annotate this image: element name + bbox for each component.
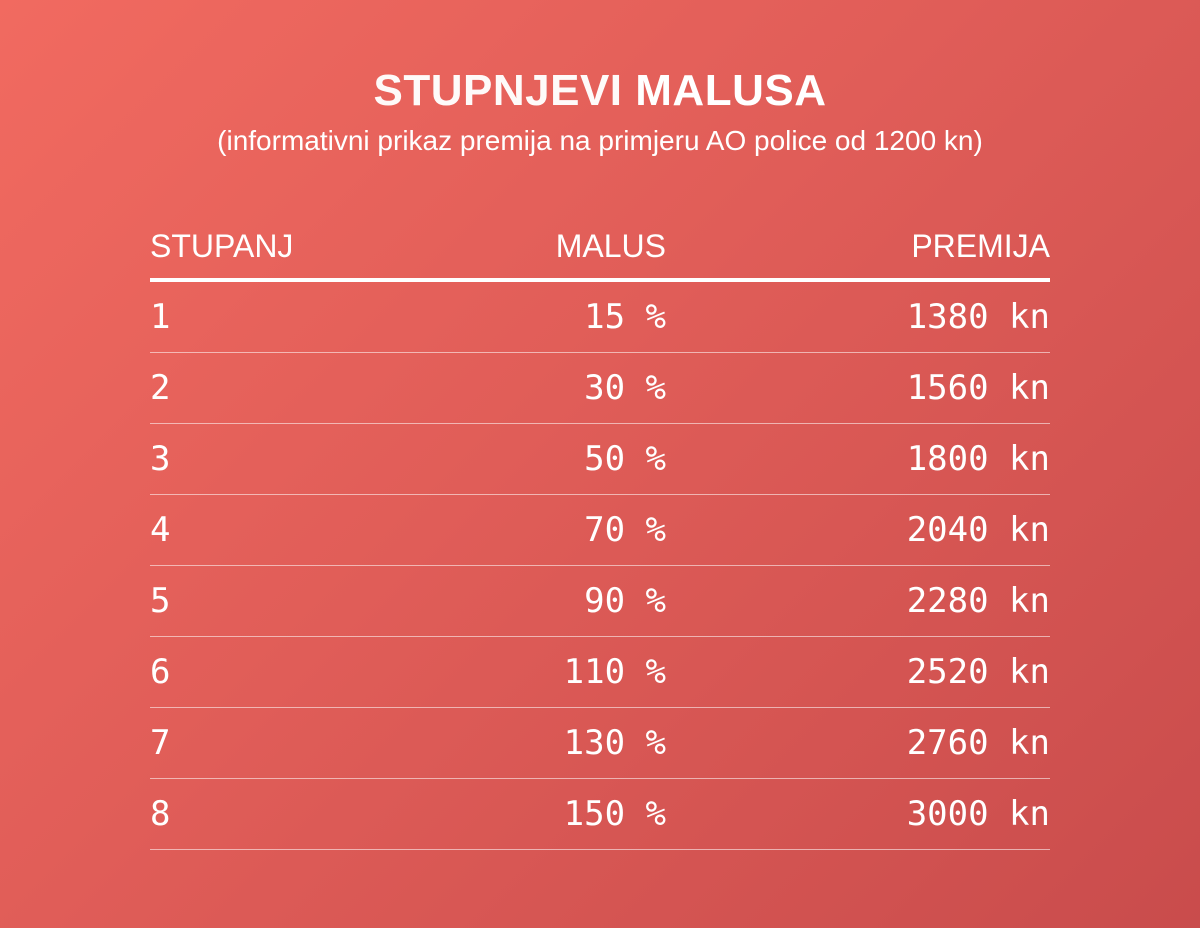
column-header-premija: PREMIJA (911, 227, 1050, 264)
cell-malus: 15 % (584, 297, 666, 337)
cell-premija: 2520 kn (906, 652, 1050, 692)
cell-stupanj: 6 (150, 652, 171, 692)
cell-malus: 70 % (584, 510, 666, 550)
table-header: STUPANJ MALUS PREMIJA (150, 214, 1050, 282)
cell-malus: 90 % (584, 581, 666, 621)
table-row: 2 30 % 1560 kn (150, 353, 1050, 424)
cell-premija: 1800 kn (906, 439, 1050, 479)
cell-stupanj: 8 (150, 794, 171, 834)
cell-stupanj: 1 (150, 297, 171, 337)
cell-stupanj: 7 (150, 723, 171, 763)
cell-premija: 2280 kn (906, 581, 1050, 621)
cell-stupanj: 4 (150, 510, 171, 550)
cell-malus: 150 % (563, 794, 666, 834)
cell-premija: 2760 kn (906, 723, 1050, 763)
title-part-1: STUPNJEVI (373, 66, 623, 115)
title-part-2: MALUSA (635, 66, 827, 115)
cell-stupanj: 2 (150, 368, 171, 408)
cell-premija: 1560 kn (906, 368, 1050, 408)
cell-premija: 3000 kn (906, 794, 1050, 834)
table-row: 5 90 % 2280 kn (150, 566, 1050, 637)
table-row: 6 110 % 2520 kn (150, 637, 1050, 708)
column-header-stupanj: STUPANJ (150, 227, 294, 264)
malus-table: STUPANJ MALUS PREMIJA 1 15 % 1380 kn 2 3… (150, 214, 1050, 850)
cell-malus: 110 % (563, 652, 666, 692)
table-row: 4 70 % 2040 kn (150, 495, 1050, 566)
page-subtitle: (informativni prikaz premija na primjeru… (217, 125, 983, 156)
table-row: 1 15 % 1380 kn (150, 282, 1050, 353)
cell-premija: 2040 kn (906, 510, 1050, 550)
table-row: 7 130 % 2760 kn (150, 708, 1050, 779)
cell-stupanj: 3 (150, 439, 171, 479)
cell-malus: 50 % (584, 439, 666, 479)
cell-stupanj: 5 (150, 581, 171, 621)
table-row: 8 150 % 3000 kn (150, 779, 1050, 850)
cell-malus: 130 % (563, 723, 666, 763)
cell-premija: 1380 kn (906, 297, 1050, 337)
page-title: STUPNJEVI MALUSA (0, 66, 1200, 116)
column-header-malus: MALUS (555, 227, 666, 264)
table-row: 3 50 % 1800 kn (150, 424, 1050, 495)
cell-malus: 30 % (584, 368, 666, 408)
